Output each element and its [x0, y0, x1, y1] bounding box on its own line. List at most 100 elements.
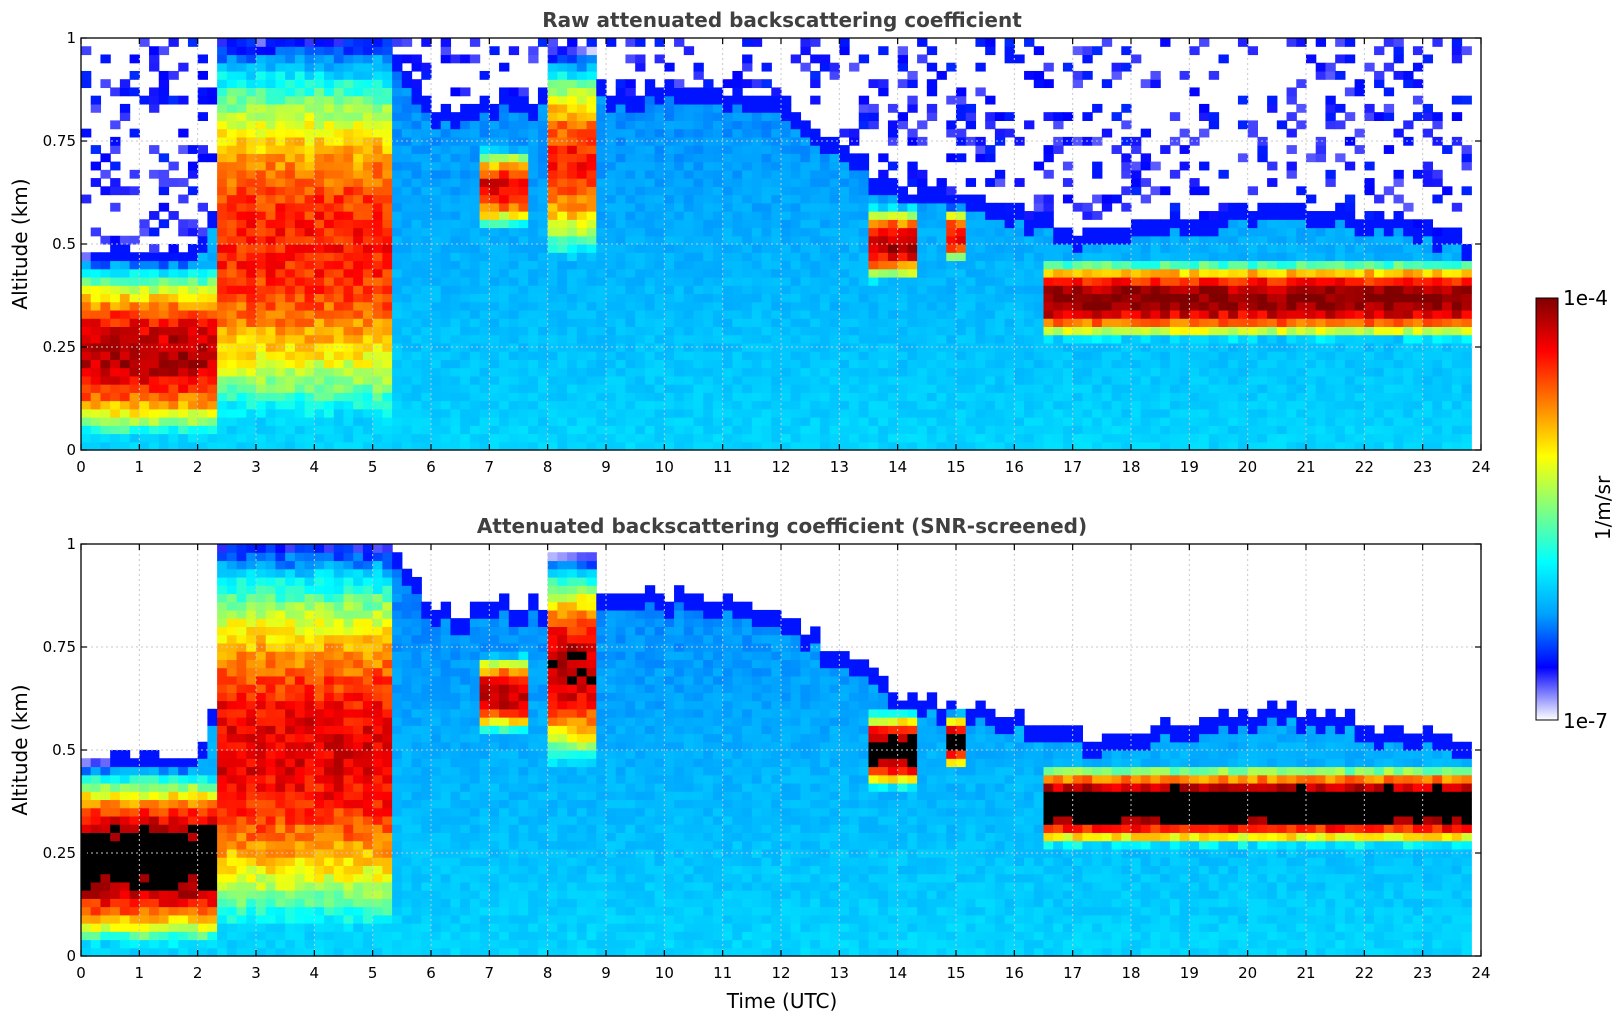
heatmap-cell	[654, 318, 665, 327]
heatmap-cell	[324, 79, 335, 89]
heatmap-cell	[606, 202, 617, 212]
heatmap-cell	[226, 202, 238, 212]
heatmap-cell	[382, 359, 393, 369]
heatmap-cell	[1024, 400, 1035, 410]
heatmap-cell	[392, 326, 403, 336]
heatmap-cell	[246, 46, 257, 56]
heatmap-cell	[197, 293, 208, 303]
heatmap-cell	[265, 186, 277, 196]
heatmap-cell	[343, 103, 354, 113]
heatmap-cell	[226, 244, 238, 253]
heatmap-cell	[382, 153, 393, 163]
heatmap-cell	[790, 441, 802, 451]
heatmap-cell	[790, 309, 802, 319]
heatmap-cell	[1014, 244, 1025, 253]
heatmap-cell	[644, 194, 656, 204]
heatmap-cell	[421, 70, 432, 80]
heatmap-cell	[508, 392, 520, 402]
heatmap-cell	[849, 433, 860, 443]
heatmap-cell	[1014, 408, 1025, 418]
heatmap-cell	[489, 46, 500, 56]
heatmap-cell	[139, 309, 150, 319]
heatmap-cell	[149, 400, 160, 410]
heatmap-cell	[897, 235, 908, 245]
heatmap-cell	[635, 235, 646, 245]
heatmap-cell	[499, 186, 510, 196]
heatmap-cell	[81, 268, 92, 278]
heatmap-cell	[1218, 227, 1229, 237]
heatmap-cell	[1199, 342, 1210, 352]
heatmap-cell	[1072, 392, 1083, 402]
heatmap-cell	[917, 186, 928, 196]
heatmap-cell	[1033, 46, 1045, 56]
heatmap-cell	[703, 153, 714, 163]
heatmap-cell	[333, 252, 345, 262]
heatmap-cell	[635, 318, 646, 327]
heatmap-cell	[751, 169, 763, 179]
heatmap-cell	[119, 384, 131, 393]
heatmap-cell	[810, 384, 821, 393]
heatmap-cell	[790, 359, 802, 369]
heatmap-cell	[965, 219, 977, 229]
heatmap-cell	[1228, 268, 1239, 278]
heatmap-cell	[411, 252, 422, 262]
heatmap-cell	[742, 326, 753, 336]
heatmap-cell	[469, 392, 481, 402]
heatmap-cell	[333, 417, 345, 426]
heatmap-cell	[353, 38, 364, 47]
heatmap-cell	[722, 227, 733, 237]
heatmap-cell	[149, 441, 160, 451]
heatmap-cell	[1101, 38, 1113, 47]
heatmap-cell	[265, 285, 277, 295]
heatmap-cell	[187, 309, 199, 319]
heatmap-cell	[100, 326, 111, 336]
heatmap-cell	[946, 334, 957, 344]
heatmap-cell	[1092, 194, 1103, 204]
heatmap-cell	[625, 120, 636, 130]
heatmap-cell	[1062, 318, 1074, 327]
heatmap-cell	[421, 211, 432, 220]
heatmap-cell	[411, 334, 422, 344]
heatmap-cell	[751, 268, 763, 278]
heatmap-cell	[926, 301, 938, 311]
heatmap-cell	[294, 301, 306, 311]
heatmap-cell	[499, 128, 510, 138]
heatmap-cell	[1072, 359, 1083, 369]
heatmap-cell	[479, 351, 490, 360]
heatmap-cell	[1208, 227, 1220, 237]
heatmap-cell	[1024, 219, 1035, 229]
heatmap-cell	[712, 252, 724, 262]
heatmap-cell	[965, 285, 977, 295]
heatmap-cell	[265, 326, 277, 336]
heatmap-cell	[372, 425, 383, 435]
heatmap-cell	[849, 161, 860, 171]
heatmap-cell	[499, 103, 510, 113]
heatmap-cell	[965, 252, 977, 262]
heatmap-cell	[644, 400, 656, 410]
heatmap-cell	[625, 211, 636, 220]
heatmap-cell	[1043, 62, 1054, 72]
heatmap-cell	[110, 326, 121, 336]
heatmap-cell	[829, 244, 840, 253]
heatmap-cell	[333, 260, 345, 270]
heatmap-cell	[1179, 392, 1190, 402]
heatmap-cell	[421, 219, 432, 229]
heatmap-cell	[178, 392, 189, 402]
heatmap-cell	[683, 392, 695, 402]
heatmap-cell	[518, 285, 529, 295]
heatmap-cell	[897, 62, 908, 72]
heatmap-cell	[149, 54, 160, 64]
heatmap-cell	[411, 400, 422, 410]
heatmap-cell	[1150, 408, 1161, 418]
heatmap-cell	[265, 359, 277, 369]
heatmap-cell	[985, 268, 996, 278]
heatmap-cell	[333, 227, 345, 237]
heatmap-cell	[547, 62, 558, 72]
heatmap-cell	[372, 235, 383, 245]
heatmap-cell	[1237, 252, 1249, 262]
heatmap-cell	[547, 211, 558, 220]
heatmap-cell	[693, 384, 704, 393]
heatmap-cell	[693, 128, 704, 138]
heatmap-cell	[187, 244, 199, 253]
heatmap-cell	[324, 244, 335, 253]
